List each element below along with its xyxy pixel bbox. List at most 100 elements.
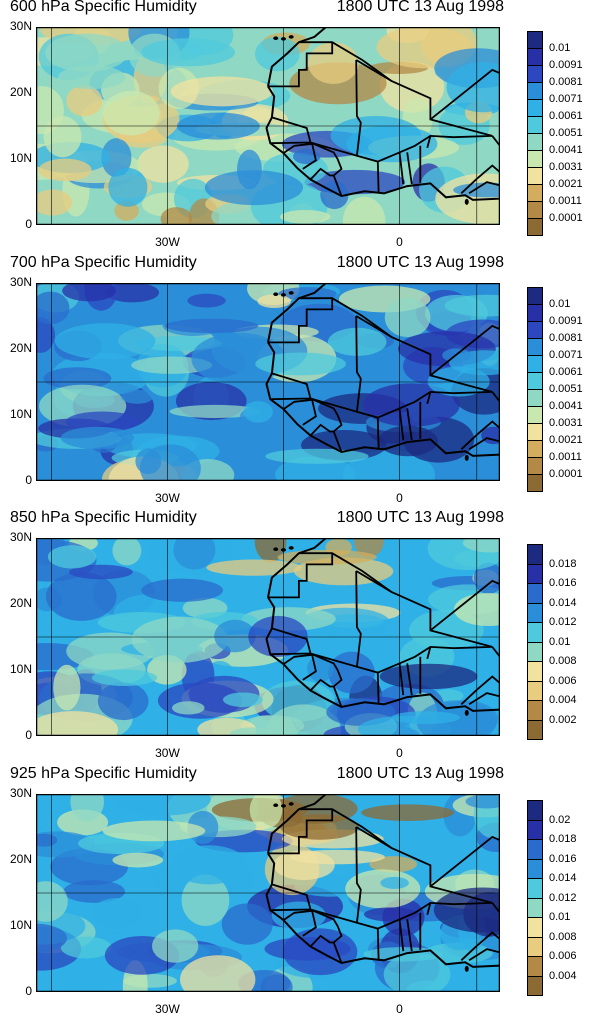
- lon-tick-label: 0: [396, 746, 403, 760]
- lat-tick-label: 20N: [9, 85, 32, 99]
- colorbar-swatch: [527, 338, 543, 356]
- colorbar-swatch: [527, 440, 543, 458]
- colorbar-swatch: [527, 82, 543, 100]
- lon-tick-label: 0: [396, 1002, 403, 1016]
- colorbar-tick-label: 0.008: [549, 655, 577, 667]
- lat-tick-label: 30N: [9, 275, 32, 289]
- colorbar-swatch: [527, 700, 543, 721]
- colorbar-tick-label: 0.0061: [549, 110, 583, 122]
- map-panel: 700 hPa Specific Humidity 1800 UTC 13 Aug…: [0, 254, 600, 511]
- colorbar-swatch: [527, 31, 543, 49]
- lat-tick-label: 20N: [9, 341, 32, 355]
- colorbar-tick-label: 0.002: [549, 713, 577, 726]
- lat-tick-label: 0: [25, 473, 32, 487]
- colorbar-swatch: [527, 622, 543, 643]
- map-panel: 925 hPa Specific Humidity 1800 UTC 13 Aug…: [0, 765, 600, 1022]
- colorbar-swatch: [527, 218, 543, 236]
- colorbar-swatch: [527, 719, 543, 740]
- colorbar-tick-label: 0.0051: [549, 383, 583, 395]
- lat-tick-label: 10N: [9, 151, 32, 165]
- colorbar-tick-label: 0.014: [549, 872, 577, 884]
- colorbar-swatch: [527, 839, 543, 860]
- panel-date: 1800 UTC 13 Aug 1998: [336, 0, 504, 15]
- colorbar-tick-label: 0.004: [549, 969, 577, 982]
- colorbar-swatch: [527, 184, 543, 202]
- colorbar-tick-label: 0.0091: [549, 315, 583, 327]
- colorbar-swatch: [527, 917, 543, 938]
- colorbar-swatch: [527, 304, 543, 322]
- colorbar-swatch: [527, 201, 543, 219]
- colorbar-swatch: [527, 474, 543, 492]
- lat-tick-label: 20N: [9, 596, 32, 610]
- panel-date: 1800 UTC 13 Aug 1998: [336, 765, 504, 782]
- colorbar-swatch: [527, 661, 543, 682]
- colorbar-swatch: [527, 602, 543, 623]
- colorbar-tick-label: 0.0051: [549, 127, 583, 139]
- colorbar-tick-label: 0.0071: [549, 349, 583, 361]
- colorbar-swatch: [527, 406, 543, 424]
- colorbar-tick-label: 0.0071: [549, 93, 583, 105]
- panel-date: 1800 UTC 13 Aug 1998: [336, 254, 504, 271]
- colorbar-tick-label: 0.01: [549, 911, 571, 923]
- colorbar-swatch: [527, 321, 543, 339]
- colorbar-tick-label: 0.0001: [549, 212, 583, 224]
- colorbar-swatch: [527, 133, 543, 151]
- colorbar-tick-label: 0.0011: [549, 451, 582, 463]
- colorbar-tick-label: 0.0091: [549, 59, 583, 71]
- colorbar-tick-label: 0.004: [549, 694, 577, 706]
- colorbar-tick-label: 0.018: [549, 557, 577, 570]
- colorbar-swatch: [527, 563, 543, 584]
- panel-date: 1800 UTC 13 Aug 1998: [336, 509, 504, 526]
- panel-title: 700 hPa Specific Humidity: [10, 254, 197, 271]
- map-panel: 850 hPa Specific Humidity 1800 UTC 13 Aug…: [0, 509, 600, 766]
- colorbar-tick-label: 0.006: [549, 950, 577, 962]
- colorbar-tick-label: 0.0041: [549, 400, 583, 412]
- colorbar-tick-label: 0.02: [549, 813, 571, 826]
- colorbar-swatch: [527, 819, 543, 840]
- colorbar-tick-label: 0.008: [549, 930, 577, 943]
- colorbar-swatch: [527, 167, 543, 185]
- colorbar-swatch: [527, 65, 543, 83]
- colorbar-tick-label: 0.0031: [549, 161, 583, 173]
- lat-tick-label: 10N: [9, 918, 32, 932]
- lat-tick-label: 30N: [9, 530, 32, 544]
- colorbar-swatch: [527, 544, 543, 565]
- colorbar-swatch: [527, 975, 543, 996]
- colorbar-swatch: [527, 116, 543, 134]
- lat-tick-label: 0: [25, 984, 32, 998]
- lon-tick-label: 30W: [155, 746, 180, 760]
- colorbar-tick-label: 0.012: [549, 616, 577, 628]
- colorbar-tick-label: 0.0011: [549, 195, 582, 207]
- colorbar-swatch: [527, 858, 543, 879]
- colorbar-swatch: [527, 355, 543, 373]
- colorbar-swatch: [527, 936, 543, 957]
- colorbar-tick-label: 0.0021: [549, 434, 583, 446]
- colorbar-tick-label: 0.01: [549, 42, 571, 54]
- lon-tick-label: 30W: [155, 1002, 180, 1016]
- colorbar-tick-label: 0.0031: [549, 417, 583, 429]
- colorbar-swatch: [527, 423, 543, 441]
- colorbar-swatch: [527, 150, 543, 168]
- colorbar-swatch: [527, 99, 543, 117]
- humidity-map: [36, 538, 500, 736]
- colorbar-swatch: [527, 641, 543, 662]
- lon-tick-label: 0: [396, 235, 403, 249]
- lat-tick-label: 0: [25, 728, 32, 742]
- humidity-map: [36, 283, 500, 481]
- colorbar-tick-label: 0.0061: [549, 366, 583, 378]
- map-panel: 600 hPa Specific Humidity 1800 UTC 13 Aug…: [0, 0, 600, 255]
- colorbar-swatch: [527, 287, 543, 305]
- colorbar-tick-label: 0.01: [549, 635, 571, 648]
- lat-tick-label: 0: [25, 217, 32, 231]
- colorbar-tick-label: 0.018: [549, 833, 577, 845]
- panel-title: 850 hPa Specific Humidity: [10, 509, 197, 526]
- lat-tick-label: 20N: [9, 852, 32, 866]
- colorbar-tick-label: 0.016: [549, 577, 577, 589]
- colorbar-swatch: [527, 457, 543, 475]
- lon-tick-label: 30W: [155, 491, 180, 505]
- lon-tick-label: 0: [396, 491, 403, 505]
- colorbar-tick-label: 0.0021: [549, 178, 583, 190]
- colorbar-swatch: [527, 800, 543, 821]
- colorbar-swatch: [527, 48, 543, 66]
- lat-tick-label: 30N: [9, 19, 32, 33]
